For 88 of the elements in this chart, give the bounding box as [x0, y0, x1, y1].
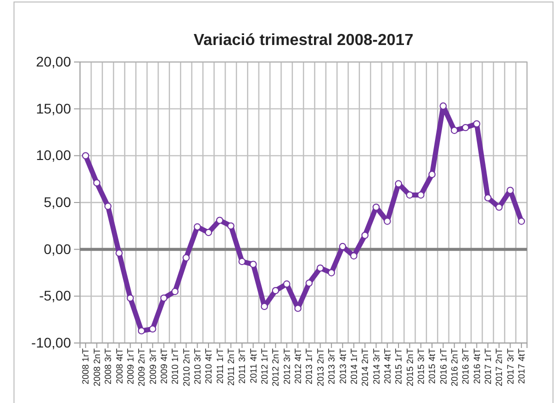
point — [450, 126, 458, 134]
point — [428, 170, 436, 178]
x-tick-label: 2014 3rT — [371, 348, 382, 384]
x-tick-label: 2008 3rT — [103, 348, 114, 384]
point — [93, 179, 100, 186]
point — [518, 218, 525, 225]
x-tick-label: 2012 4tT — [293, 348, 304, 384]
x-tick-label: 2015 4tT — [427, 348, 438, 384]
point — [294, 304, 302, 312]
x-tick-label: 2016 2nT — [450, 348, 460, 386]
x-tick-label: 2011 3rT — [237, 348, 248, 384]
point — [394, 180, 402, 188]
point — [406, 191, 414, 199]
point — [506, 186, 514, 194]
y-tick-label: 20,00 — [36, 53, 72, 70]
x-tick-label: 2008 1rT — [80, 348, 91, 384]
point — [316, 264, 324, 272]
point — [484, 194, 492, 202]
x-tick-label: 2011 2nT — [226, 348, 236, 386]
point — [250, 260, 257, 268]
x-tick-label: 2015 1rT — [394, 348, 404, 384]
point — [194, 223, 201, 230]
point — [238, 258, 246, 266]
point — [149, 325, 156, 333]
x-tick-label: 2008 2nT — [92, 348, 102, 386]
y-tick-label: -5,00 — [39, 288, 72, 304]
point — [272, 286, 280, 294]
x-tick-label: 2012 3rT — [282, 348, 292, 384]
x-tick-label: 2013 3rT — [326, 348, 337, 384]
y-tick-label: 15,00 — [36, 100, 72, 116]
point — [350, 252, 358, 260]
x-tick-label: 2010 3rT — [192, 348, 202, 384]
x-tick-label: 2010 4tT — [204, 348, 214, 384]
point — [216, 216, 224, 224]
x-tick-label: 2016 1rT — [438, 348, 448, 384]
x-tick-label: 2017 2nT — [494, 348, 504, 386]
x-tick-label: 2012 1rT — [260, 348, 270, 384]
point — [171, 288, 179, 296]
x-tick-label: 2013 1rT — [304, 348, 314, 384]
x-tick-label: 2011 4tT — [248, 348, 258, 384]
point — [328, 269, 336, 276]
x-tick-label: 2010 1rT — [170, 348, 180, 384]
x-tick-label: 2015 2nT — [404, 348, 415, 386]
chart-title: Variació trimestral 2008-2017 — [194, 32, 414, 49]
x-tick-label: 2017 3rT — [505, 348, 516, 384]
point — [361, 232, 369, 239]
x-tick-label: 2013 2nT — [315, 348, 326, 386]
point — [126, 294, 134, 302]
x-tick-label: 2016 3rT — [460, 348, 471, 384]
x-tick-label: 2008 4tT — [114, 348, 124, 384]
point — [116, 249, 123, 257]
point — [384, 218, 391, 225]
point — [462, 124, 470, 132]
point — [473, 120, 480, 128]
y-tick-label: 10,00 — [36, 147, 72, 164]
y-tick-label: 5,00 — [44, 194, 72, 210]
x-tick-label: 2009 1rT — [125, 348, 136, 384]
point — [138, 327, 146, 334]
x-tick-label: 2009 3rT — [148, 348, 158, 384]
point — [204, 228, 212, 236]
x-tick-label: 2009 2nT — [136, 348, 147, 386]
x-tick-label: 2014 2nT — [360, 348, 370, 386]
x-tick-label: 2014 4tT — [382, 348, 392, 384]
y-tick-label: 0,00 — [44, 240, 72, 257]
point — [495, 204, 503, 211]
x-tick-label: 2009 4tT — [158, 348, 169, 384]
x-tick-label: 2017 1rT — [483, 348, 494, 384]
point — [283, 280, 290, 288]
y-tick-label: -10,00 — [31, 334, 72, 350]
x-tick-label: 2015 3rT — [416, 348, 426, 384]
point — [227, 222, 234, 230]
point — [339, 242, 346, 250]
point — [440, 102, 447, 110]
x-tick-label: 2013 4tT — [338, 348, 348, 384]
point — [160, 294, 168, 302]
point — [305, 279, 313, 287]
point — [372, 204, 380, 211]
x-tick-label: 2011 1rT — [214, 348, 225, 384]
point — [182, 254, 190, 262]
x-tick-label: 2014 1rT — [348, 348, 359, 384]
x-tick-label: 2010 2nT — [181, 348, 192, 386]
x-tick-label: 2017 4tT — [516, 348, 527, 384]
x-tick-label: 2012 2nT — [270, 348, 281, 386]
x-tick-label: 2016 4tT — [472, 348, 482, 384]
point — [260, 302, 268, 310]
point — [417, 191, 424, 199]
point — [82, 152, 90, 160]
point — [104, 202, 112, 210]
